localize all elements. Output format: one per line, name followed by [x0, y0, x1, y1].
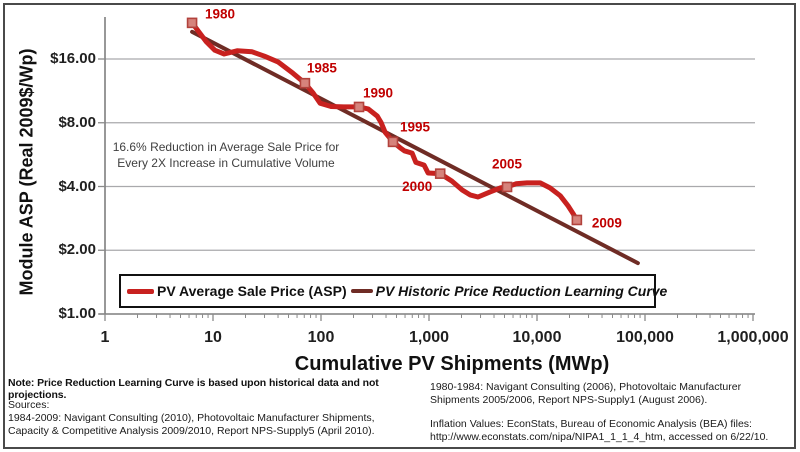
y-tick-label-16: $16.00: [50, 50, 96, 67]
year-label-2009: 2009: [592, 215, 622, 230]
legend-label-asp: PV Average Sale Price (ASP): [157, 283, 347, 299]
annotation-line-1: 16.6% Reduction in Average Sale Price fo…: [112, 140, 340, 154]
x-tick-label-1: 1: [100, 329, 110, 346]
x-axis-title: Cumulative PV Shipments (MWp): [294, 353, 610, 375]
y-tick-label-2: $2.00: [58, 241, 96, 259]
source-1980-1984: 1980-1984: Navigant Consulting (2006), P…: [430, 381, 742, 407]
learning-rate-annotation: 16.6% Reduction in Average Sale Price fo…: [110, 139, 342, 171]
year-label-1985: 1985: [307, 61, 338, 76]
year-label-2005: 2005: [492, 156, 523, 171]
legend-label-learning-curve: PV Historic Price Reduction Learning Cur…: [375, 283, 668, 299]
asp-curve: [189, 20, 580, 223]
marker-2000: [434, 168, 446, 179]
x-tick-label-100000: 100,000: [616, 329, 674, 346]
legend-item-learning-curve: PV Historic Price Reduction Learning Cur…: [350, 283, 668, 299]
legend-item-asp: PV Average Sale Price (ASP): [127, 283, 347, 299]
x-tick-label-1000: 1,000: [408, 329, 450, 346]
year-label-1995: 1995: [400, 119, 431, 134]
y-tick-label-1: $1.00: [58, 305, 96, 322]
learning-curve-line: [190, 29, 640, 266]
sources-label: Sources:: [8, 399, 50, 411]
legend: PV Average Sale Price (ASP) PV Historic …: [119, 274, 667, 308]
marker-1980: [186, 17, 198, 29]
annotation-line-2: Every 2X Increase in Cumulative Volume: [117, 156, 335, 171]
x-tick-label-100: 100: [307, 329, 335, 346]
marker-1990: [353, 101, 365, 113]
source-1984-2009: 1984-2009: Navigant Consulting (2010), P…: [8, 412, 375, 438]
marker-1985: [299, 77, 311, 89]
marker-1995: [387, 136, 399, 148]
y-tick-label-8: $8.00: [58, 113, 96, 131]
y-axis-title: Module ASP (Real 2009$/Wp): [16, 48, 37, 296]
x-tick-label-1000000: 1,000,000: [717, 329, 789, 346]
x-tick-label-10000: 10,000: [512, 329, 562, 346]
year-label-1980: 1980: [205, 6, 235, 21]
marker-2005: [501, 181, 513, 193]
marker-2009: [571, 214, 583, 226]
x-tick-label-10: 10: [204, 329, 222, 346]
note-text: Note: Price Reduction Learning Curve is …: [8, 377, 379, 401]
year-label-2000: 2000: [402, 179, 432, 194]
learning-curve-line-swatch: [350, 289, 373, 293]
source-inflation-values: Inflation Values: EconStats, Bureau of E…: [430, 418, 769, 444]
year-label-1990: 1990: [363, 85, 393, 100]
asp-line-swatch: [127, 288, 154, 294]
y-tick-label-4: $4.00: [58, 177, 96, 195]
